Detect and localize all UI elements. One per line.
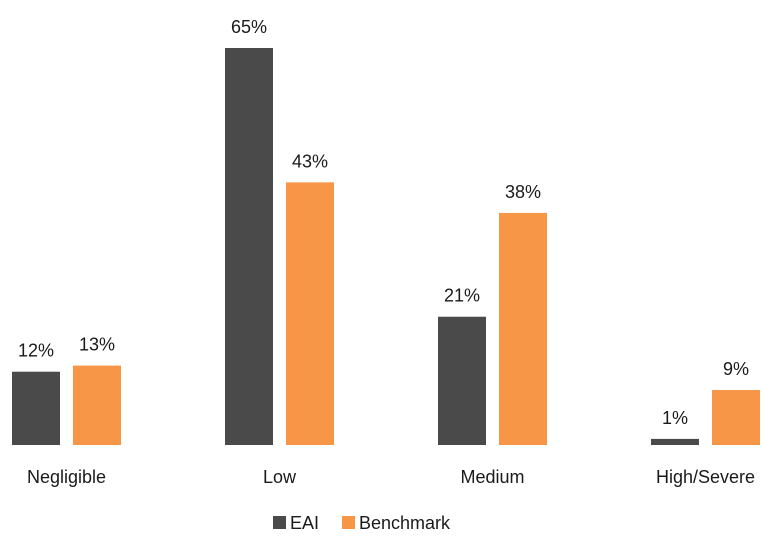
data-label-benchmark-negligible: 13%	[79, 335, 115, 355]
bar-labels-group: 12% 13% 65% 43% 21% 38% 1% 9%	[18, 17, 749, 428]
data-label-eai-high-severe: 1%	[662, 408, 688, 428]
bar-benchmark-negligible	[73, 365, 121, 445]
legend-label-eai: EAI	[290, 513, 319, 533]
data-label-benchmark-high-severe: 9%	[723, 359, 749, 379]
legend-label-benchmark: Benchmark	[359, 513, 451, 533]
bar-benchmark-low	[286, 182, 334, 445]
data-label-eai-negligible: 12%	[18, 341, 54, 361]
category-labels-group: Negligible Low Medium High/Severe	[27, 467, 755, 487]
data-label-benchmark-low: 43%	[292, 151, 328, 171]
data-label-eai-medium: 21%	[444, 286, 480, 306]
legend-swatch-benchmark	[342, 516, 355, 529]
category-label-high-severe: High/Severe	[656, 467, 755, 487]
category-label-negligible: Negligible	[27, 467, 106, 487]
bar-benchmark-medium	[499, 212, 547, 445]
legend-swatch-eai	[273, 516, 286, 529]
bar-eai-high-severe	[651, 438, 699, 445]
data-label-benchmark-medium: 38%	[505, 182, 541, 202]
data-label-eai-low: 65%	[231, 17, 267, 37]
bar-eai-medium	[438, 316, 486, 445]
bars-group	[12, 48, 760, 445]
category-label-medium: Medium	[460, 467, 524, 487]
bar-eai-negligible	[12, 371, 60, 445]
bar-eai-low	[225, 48, 273, 445]
bar-benchmark-high-severe	[712, 390, 760, 445]
legend: EAI Benchmark	[273, 513, 451, 533]
category-label-low: Low	[263, 467, 297, 487]
